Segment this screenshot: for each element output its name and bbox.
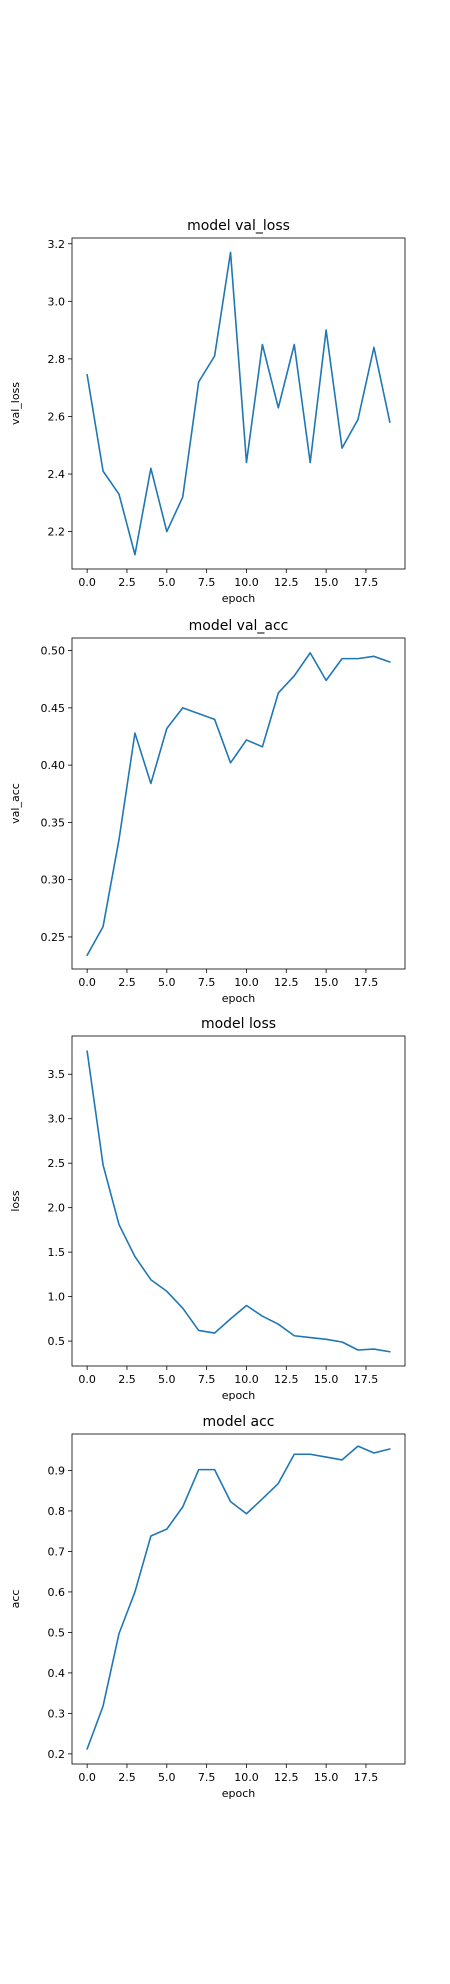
y-tick-label: 0.50 xyxy=(41,645,66,658)
x-tick-label: 2.5 xyxy=(118,576,136,589)
y-tick-label: 0.3 xyxy=(48,1707,66,1720)
x-tick-label: 15.0 xyxy=(314,976,339,989)
x-tick-label: 17.5 xyxy=(354,576,379,589)
x-tick-label: 12.5 xyxy=(274,576,299,589)
y-tick-label: 1.0 xyxy=(48,1291,66,1304)
chart-panel: model loss 0.0 2.5 5.0 7.5 10.0 12.5 15.0 17.5 0.… xyxy=(9,1016,405,1402)
x-tick-label: 7.5 xyxy=(198,576,216,589)
chart-panel: model val_loss 0.0 2.5 5.0 7.5 10.0 12.5 15.0 17… xyxy=(9,218,405,605)
chart-panel: model val_acc 0.0 2.5 5.0 7.5 10.0 12.5 15.0 17.… xyxy=(9,618,405,1005)
x-axis-label: epoch xyxy=(222,1787,256,1800)
x-tick-label: 2.5 xyxy=(118,976,136,989)
y-tick-label: 0.40 xyxy=(41,759,66,772)
x-tick-label: 15.0 xyxy=(314,1373,339,1386)
y-tick-label: 0.30 xyxy=(41,874,66,887)
y-tick-label: 0.4 xyxy=(48,1667,66,1680)
x-tick-label: 12.5 xyxy=(274,1373,299,1386)
y-tick-label: 2.2 xyxy=(48,526,66,539)
chart-title: model acc xyxy=(202,1414,274,1430)
y-tick-label: 0.2 xyxy=(48,1748,66,1761)
x-tick-label: 15.0 xyxy=(314,1771,339,1784)
x-tick-label: 10.0 xyxy=(234,976,259,989)
y-tick-label: 0.8 xyxy=(48,1505,66,1518)
x-tick-label: 7.5 xyxy=(198,976,216,989)
series-line xyxy=(87,1051,390,1352)
x-tick-label: 7.5 xyxy=(198,1373,216,1386)
y-tick-label: 0.25 xyxy=(41,931,66,944)
x-tick-label: 15.0 xyxy=(314,576,339,589)
y-axis-label: loss xyxy=(9,1190,22,1212)
y-tick-label: 0.5 xyxy=(48,1335,66,1348)
x-tick-label: 10.0 xyxy=(234,1771,259,1784)
x-tick-label: 2.5 xyxy=(118,1373,136,1386)
axes-frame xyxy=(72,1434,405,1764)
x-tick-label: 5.0 xyxy=(158,976,176,989)
x-tick-label: 0.0 xyxy=(78,1771,96,1784)
y-tick-label: 0.45 xyxy=(41,702,66,715)
x-tick-label: 12.5 xyxy=(274,1771,299,1784)
x-axis-label: epoch xyxy=(222,1389,256,1402)
x-tick-label: 10.0 xyxy=(234,1373,259,1386)
y-tick-label: 2.6 xyxy=(48,410,66,423)
series-line xyxy=(87,1446,390,1749)
y-tick-label: 3.0 xyxy=(48,1113,66,1126)
x-tick-label: 12.5 xyxy=(274,976,299,989)
y-axis-label: acc xyxy=(9,1590,22,1609)
y-tick-label: 0.35 xyxy=(41,816,66,829)
x-tick-label: 7.5 xyxy=(198,1771,216,1784)
y-tick-label: 3.5 xyxy=(48,1068,66,1081)
x-tick-label: 5.0 xyxy=(158,576,176,589)
y-tick-label: 1.5 xyxy=(48,1246,66,1259)
chart-title: model val_loss xyxy=(187,218,290,234)
chart-title: model val_acc xyxy=(189,618,289,634)
y-tick-label: 0.7 xyxy=(48,1545,66,1558)
x-axis-label: epoch xyxy=(222,592,256,605)
y-tick-label: 3.0 xyxy=(48,295,66,308)
x-tick-label: 5.0 xyxy=(158,1771,176,1784)
x-tick-label: 17.5 xyxy=(354,1771,379,1784)
y-tick-label: 2.0 xyxy=(48,1202,66,1215)
series-line xyxy=(87,252,390,554)
x-tick-label: 0.0 xyxy=(78,976,96,989)
y-tick-label: 2.8 xyxy=(48,353,66,366)
x-tick-label: 17.5 xyxy=(354,976,379,989)
axes-frame xyxy=(72,638,405,969)
x-tick-label: 0.0 xyxy=(78,1373,96,1386)
x-tick-label: 10.0 xyxy=(234,576,259,589)
x-tick-label: 5.0 xyxy=(158,1373,176,1386)
y-axis-label: val_acc xyxy=(9,783,22,824)
x-tick-label: 0.0 xyxy=(78,576,96,589)
x-tick-label: 2.5 xyxy=(118,1771,136,1784)
y-tick-label: 3.2 xyxy=(48,238,66,251)
y-tick-label: 0.5 xyxy=(48,1626,66,1639)
y-tick-label: 0.6 xyxy=(48,1586,66,1599)
y-tick-label: 2.5 xyxy=(48,1157,66,1170)
axes-frame xyxy=(72,1036,405,1366)
x-axis-label: epoch xyxy=(222,992,256,1005)
axes-frame xyxy=(72,238,405,569)
series-line xyxy=(87,653,390,955)
chart-panel: model acc 0.0 2.5 5.0 7.5 10.0 12.5 15.0 17.5 0.2… xyxy=(9,1414,405,1800)
y-tick-label: 2.4 xyxy=(48,468,66,481)
chart-title: model loss xyxy=(201,1016,276,1032)
y-tick-label: 0.9 xyxy=(48,1464,66,1477)
y-axis-label: val_loss xyxy=(9,382,22,425)
x-tick-label: 17.5 xyxy=(354,1373,379,1386)
